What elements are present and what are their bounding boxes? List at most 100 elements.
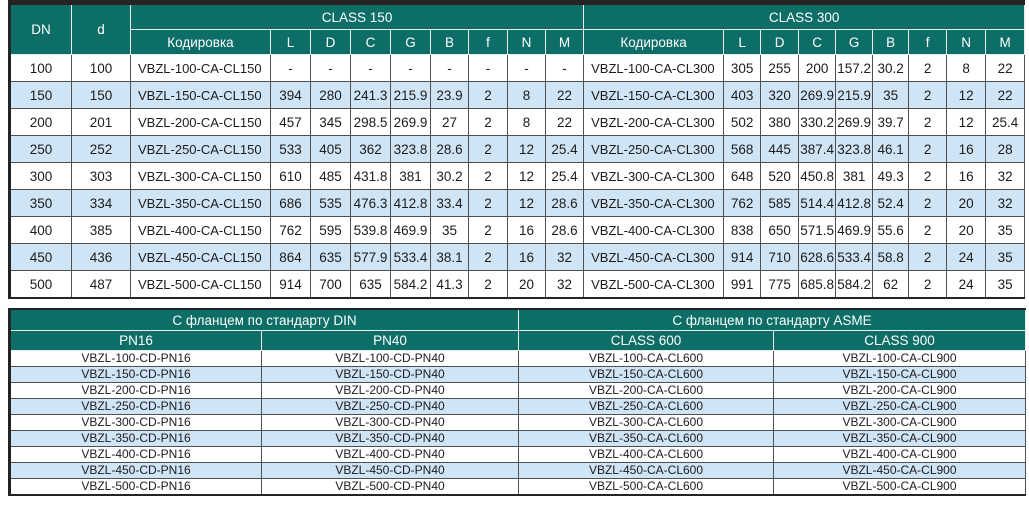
code-cell: VBZL-300-CA-CL600: [518, 414, 774, 431]
cell: 20: [946, 189, 987, 217]
table-row: VBZL-100-CD-PN16 VBZL-100-CD-PN40 VBZL-100…: [9, 350, 1026, 367]
cell: 20: [507, 270, 546, 299]
cell: 55.6: [872, 216, 910, 244]
cell: 2: [468, 243, 508, 271]
cell: 241.3: [350, 81, 391, 109]
cell: 28: [985, 135, 1026, 163]
table-row: VBZL-300-CD-PN16 VBZL-300-CD-PN40 VBZL-300…: [9, 414, 1026, 431]
cell: 2: [908, 216, 948, 244]
cell: 200: [9, 108, 72, 136]
cell: 12: [507, 135, 546, 163]
cell: 24: [946, 243, 987, 271]
cell: 25.4: [544, 135, 585, 163]
cell: 8: [946, 54, 987, 82]
column-header-pn16: PN16: [9, 330, 262, 351]
cell: 35: [985, 216, 1026, 244]
cell: 450: [9, 243, 72, 271]
cell: -: [350, 54, 391, 82]
code-cell: VBZL-200-CA-CL900: [773, 382, 1026, 399]
cell: 269.9: [835, 108, 874, 136]
cell: 12: [946, 108, 987, 136]
cell: 533: [270, 135, 311, 163]
cell: 710: [760, 243, 800, 271]
cell: 500: [9, 270, 72, 299]
code-cell: VBZL-250-CA-CL900: [773, 398, 1026, 415]
cell: 2: [908, 243, 948, 271]
column-header-M: M: [544, 29, 585, 55]
cell: 22: [544, 108, 585, 136]
column-header-d: d: [71, 2, 131, 55]
cell: -: [270, 54, 311, 82]
code-cell: VBZL-100-CA-CL300: [583, 54, 725, 82]
column-header-kodirovka: Кодировка: [130, 29, 271, 55]
cell: 46.1: [872, 135, 910, 163]
cell: 436: [71, 243, 131, 271]
cell: 35: [872, 81, 910, 109]
cell: 12: [946, 81, 987, 109]
cell: 380: [760, 108, 800, 136]
table-row: VBZL-400-CD-PN16 VBZL-400-CD-PN40 VBZL-400…: [9, 446, 1026, 463]
table-row: 400 385 VBZL-400-CA-CL150 762 595 539.8 469.9 3…: [9, 216, 1026, 244]
cell: 52.4: [872, 189, 910, 217]
group-header-class300: CLASS 300: [583, 2, 1026, 30]
cell: 2: [908, 135, 948, 163]
code-cell: VBZL-200-CD-PN40: [261, 382, 519, 399]
column-header-L: L: [723, 29, 762, 55]
cell: 8: [507, 108, 546, 136]
table-row: 500 487 VBZL-500-CA-CL150 914 700 635 584.2 41.…: [9, 270, 1026, 299]
cell: 450.8: [798, 162, 837, 190]
cell: 215.9: [835, 81, 874, 109]
cell: 584.2: [390, 270, 431, 299]
flange-standards-table: С фланцем по стандарту DIN С фланцем по …: [8, 308, 1026, 496]
code-cell: VBZL-350-CA-CL150: [130, 189, 271, 217]
cell: 30.2: [872, 54, 910, 82]
column-header-D: D: [310, 29, 351, 55]
cell: 24: [946, 270, 987, 299]
cell: 32: [985, 189, 1026, 217]
cell: 584.2: [835, 270, 874, 299]
cell: 762: [723, 189, 762, 217]
cell: 502: [723, 108, 762, 136]
cell: 201: [71, 108, 131, 136]
cell: 27: [430, 108, 469, 136]
cell: 16: [946, 162, 987, 190]
column-header-kodirovka: Кодировка: [583, 29, 725, 55]
cell: 32: [544, 270, 585, 299]
cell: 685.8: [798, 270, 837, 299]
table-row: 300 303 VBZL-300-CA-CL150 610 485 431.8 381 30.…: [9, 162, 1026, 190]
cell: 595: [310, 216, 351, 244]
cell: 381: [390, 162, 431, 190]
cell: 39.7: [872, 108, 910, 136]
cell: 2: [908, 81, 948, 109]
cell: 914: [270, 270, 311, 299]
cell: 150: [71, 81, 131, 109]
cell: 269.9: [798, 81, 837, 109]
table-row: VBZL-250-CD-PN16 VBZL-250-CD-PN40 VBZL-250…: [9, 398, 1026, 415]
cell: 2: [468, 216, 508, 244]
cell: 35: [985, 270, 1026, 299]
cell: 635: [350, 270, 391, 299]
cell: 412.8: [835, 189, 874, 217]
code-cell: VBZL-450-CA-CL900: [773, 462, 1026, 479]
cell: 2: [468, 189, 508, 217]
cell: 394: [270, 81, 311, 109]
cell: 255: [760, 54, 800, 82]
cell: 62: [872, 270, 910, 299]
table-header-group-row: DN d CLASS 150 CLASS 300: [9, 2, 1026, 55]
cell: 628.6: [798, 243, 837, 271]
cell: 22: [985, 54, 1026, 82]
cell: 533.4: [835, 243, 874, 271]
cell: 585: [760, 189, 800, 217]
cell: 58.8: [872, 243, 910, 271]
cell: 762: [270, 216, 311, 244]
cell: 35: [430, 216, 469, 244]
code-cell: VBZL-500-CD-PN40: [261, 478, 519, 496]
cell: 838: [723, 216, 762, 244]
code-cell: VBZL-400-CA-CL900: [773, 446, 1026, 463]
column-header-G: G: [390, 29, 431, 55]
cell: 775: [760, 270, 800, 299]
column-header-N: N: [946, 29, 987, 55]
cell: 150: [9, 81, 72, 109]
cell: 610: [270, 162, 311, 190]
